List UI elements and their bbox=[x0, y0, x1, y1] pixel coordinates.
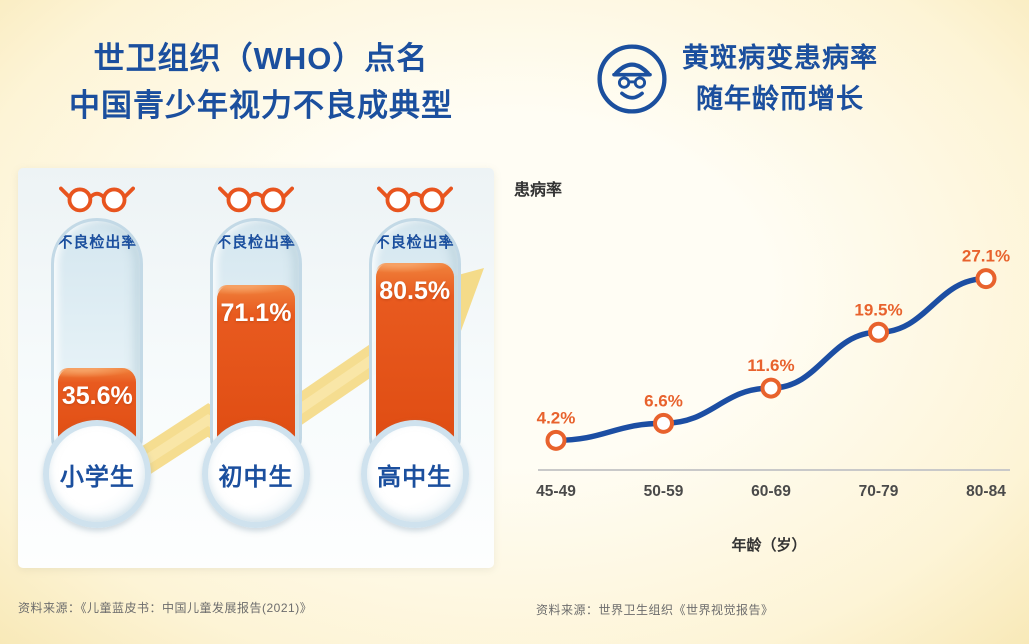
left-headline-line1: 世卫组织（WHO）点名 bbox=[93, 41, 429, 76]
svg-text:50-59: 50-59 bbox=[644, 483, 684, 500]
svg-text:4.2%: 4.2% bbox=[537, 408, 576, 427]
chart-x-axis-label: 年龄（岁） bbox=[731, 537, 807, 554]
glasses-icon bbox=[376, 186, 453, 213]
source-note-right: 资料来源：世界卫生组织《世界视觉报告》 bbox=[536, 603, 774, 617]
right-headline-line2: 随年龄而增长 bbox=[696, 83, 864, 114]
tube-percent-high: 80.5% bbox=[379, 276, 451, 305]
right-headline-line1: 黄斑病变患病率 bbox=[682, 43, 878, 73]
svg-text:70-79: 70-79 bbox=[859, 483, 899, 500]
glasses-icon bbox=[217, 186, 294, 213]
source-note-left: 资料来源：《儿童蓝皮书：中国儿童发展报告(2021)》 bbox=[18, 601, 313, 615]
right-headline-group: 黄斑病变患病率 随年龄而增长 bbox=[596, 38, 878, 119]
svg-text:45-49: 45-49 bbox=[536, 483, 576, 500]
tube-caption: 不良检出率 bbox=[374, 234, 455, 251]
tube-caption: 不良检出率 bbox=[215, 234, 296, 251]
left-headline: 世卫组织（WHO）点名 中国青少年视力不良成典型 bbox=[36, 36, 486, 129]
chart-y-axis-label: 患病率 bbox=[514, 182, 563, 199]
tube-bulb-elementary: 小学生 bbox=[43, 420, 152, 528]
svg-text:11.6%: 11.6% bbox=[747, 356, 794, 375]
tube-bulb-high: 高中生 bbox=[360, 420, 469, 528]
elderly-person-icon bbox=[597, 43, 667, 114]
tubes-row: 不良检出率 35.6% 小学生 bbox=[18, 182, 494, 528]
tube-group-middle: 不良检出率 71.1% 初中生 bbox=[183, 182, 329, 528]
tube-bulb-middle: 初中生 bbox=[201, 420, 310, 528]
tube-percent-middle: 71.1% bbox=[220, 298, 292, 327]
tube-group-label: 高中生 bbox=[377, 463, 453, 491]
tube-group-label: 初中生 bbox=[218, 463, 294, 491]
svg-text:60-69: 60-69 bbox=[751, 483, 791, 500]
svg-text:19.5%: 19.5% bbox=[854, 300, 902, 319]
tube-group-label: 小学生 bbox=[59, 463, 135, 491]
glasses-icon bbox=[59, 186, 136, 213]
vision-rate-panel: 不良检出率 35.6% 小学生 bbox=[18, 168, 494, 568]
svg-text:6.6%: 6.6% bbox=[644, 391, 683, 410]
prevalence-line-chart: 4.2% 45-49 6.6% 50-59 11.6% 60-69 19.5% 70-79 27… bbox=[536, 247, 1010, 500]
tube-fill-high: 80.5% bbox=[375, 262, 454, 451]
tube-percent-elementary: 35.6% bbox=[61, 381, 133, 410]
tube-group-high: 不良检出率 80.5% 高中生 bbox=[342, 182, 488, 528]
tube-middle: 不良检出率 71.1% bbox=[209, 218, 302, 458]
right-headline: 黄斑病变患病率 随年龄而增长 bbox=[682, 38, 878, 119]
tube-caption: 不良检出率 bbox=[57, 234, 138, 251]
tube-group-elementary: 不良检出率 35.6% 小学生 bbox=[24, 182, 170, 528]
tube-high: 不良检出率 80.5% bbox=[368, 218, 461, 458]
svg-text:27.1%: 27.1% bbox=[962, 247, 1010, 266]
svg-text:80-84: 80-84 bbox=[966, 483, 1006, 500]
left-headline-line2: 中国青少年视力不良成典型 bbox=[69, 87, 453, 123]
